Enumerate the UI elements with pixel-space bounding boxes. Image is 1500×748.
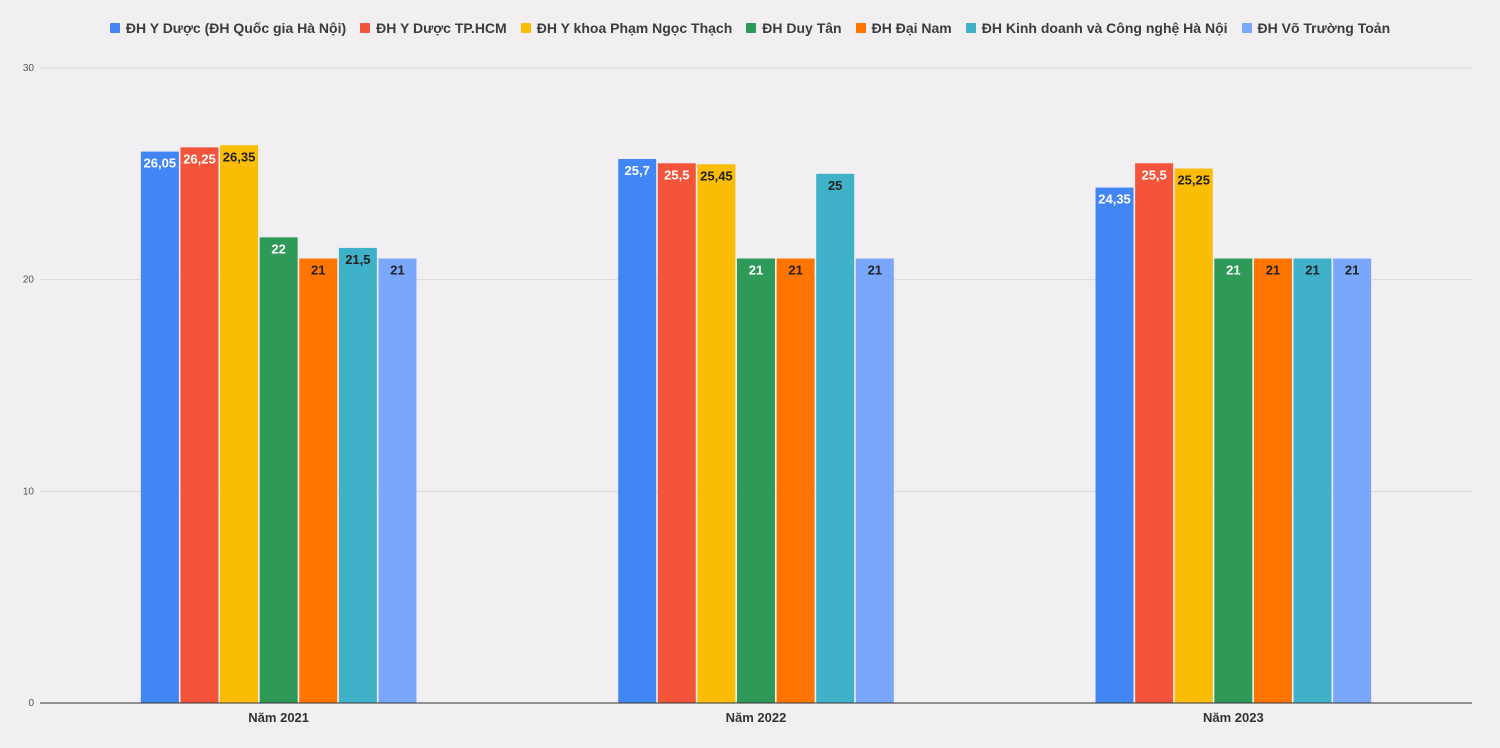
bar — [737, 258, 775, 703]
legend-label: ĐH Duy Tân — [762, 20, 842, 36]
data-label: 22 — [271, 241, 285, 256]
data-label: 21 — [868, 263, 882, 278]
y-tick-label: 20 — [23, 275, 35, 286]
bar — [378, 258, 417, 703]
legend-label: ĐH Kinh doanh và Công nghệ Hà Nội — [981, 20, 1228, 36]
data-label: 21 — [1305, 263, 1319, 278]
legend-label: ĐH Y khoa Phạm Ngọc Thạch — [536, 20, 733, 36]
legend-swatch — [109, 23, 120, 33]
legend-item[interactable]: ĐH Y Dược TP.HCM — [360, 20, 507, 36]
data-label: 25,25 — [1177, 173, 1210, 188]
legend-item[interactable]: ĐH Y Dược (ĐH Quốc gia Hà Nội) — [109, 20, 347, 36]
data-label: 26,05 — [144, 156, 177, 171]
data-label: 21 — [311, 263, 325, 278]
x-tick-label: Năm 2021 — [248, 710, 309, 725]
legend-item[interactable]: ĐH Đại Nam — [855, 20, 952, 36]
bar — [855, 258, 894, 703]
data-label: 21 — [1345, 263, 1359, 278]
data-label: 21,5 — [345, 252, 370, 267]
bar — [816, 173, 855, 704]
bar — [1253, 258, 1292, 703]
data-label: 25 — [828, 178, 842, 193]
data-label: 21 — [1266, 263, 1280, 278]
bar — [1333, 258, 1372, 703]
legend-label: ĐH Đại Nam — [871, 20, 952, 36]
data-label: 25,5 — [664, 167, 689, 182]
legend-label: ĐH Y Dược (ĐH Quốc gia Hà Nội) — [125, 20, 347, 36]
bar — [657, 163, 696, 703]
legend-label: ĐH Y Dược TP.HCM — [376, 20, 507, 36]
data-label: 21 — [749, 263, 763, 278]
legend-swatch — [360, 23, 371, 33]
bar — [220, 145, 259, 704]
y-tick-label: 0 — [28, 698, 34, 709]
bar — [259, 237, 298, 704]
data-label: 24,35 — [1098, 192, 1131, 207]
legend-item[interactable]: ĐH Y khoa Phạm Ngọc Thạch — [520, 20, 733, 36]
legend-item[interactable]: ĐH Kinh doanh và Công nghệ Hà Nội — [965, 20, 1228, 36]
legend-swatch — [746, 23, 757, 33]
bar — [776, 258, 815, 703]
legend-swatch — [965, 23, 976, 33]
data-label: 21 — [1226, 263, 1240, 278]
y-tick-label: 10 — [23, 486, 35, 497]
bar — [140, 151, 179, 703]
data-label: 26,25 — [183, 151, 216, 166]
bar — [299, 258, 338, 703]
data-label: 25,5 — [1141, 167, 1166, 182]
legend-item[interactable]: ĐH Duy Tân — [746, 20, 842, 36]
bar — [1095, 187, 1134, 703]
bar — [1293, 258, 1332, 703]
x-tick-label: Năm 2023 — [1203, 710, 1264, 725]
data-label: 25,7 — [625, 163, 650, 178]
legend-swatch — [520, 23, 531, 33]
bar — [618, 159, 657, 703]
chart-legend: ĐH Y Dược (ĐH Quốc gia Hà Nội) ĐH Y Dược … — [0, 20, 1500, 36]
data-label: 25,45 — [700, 168, 733, 183]
data-label: 21 — [390, 263, 404, 278]
y-tick-label: 30 — [23, 63, 35, 74]
bar — [697, 164, 736, 703]
bar — [1174, 168, 1213, 703]
legend-label: ĐH Võ Trường Toản — [1257, 20, 1391, 36]
data-label: 21 — [788, 263, 802, 278]
bar — [180, 147, 219, 703]
data-label: 26,35 — [223, 149, 256, 164]
legend-item[interactable]: ĐH Võ Trường Toản — [1241, 20, 1391, 36]
bar — [1214, 258, 1253, 703]
x-tick-label: Năm 2022 — [726, 710, 787, 725]
legend-swatch — [1241, 23, 1252, 33]
bar — [338, 247, 377, 703]
bar — [1135, 163, 1174, 703]
legend-swatch — [855, 23, 866, 33]
